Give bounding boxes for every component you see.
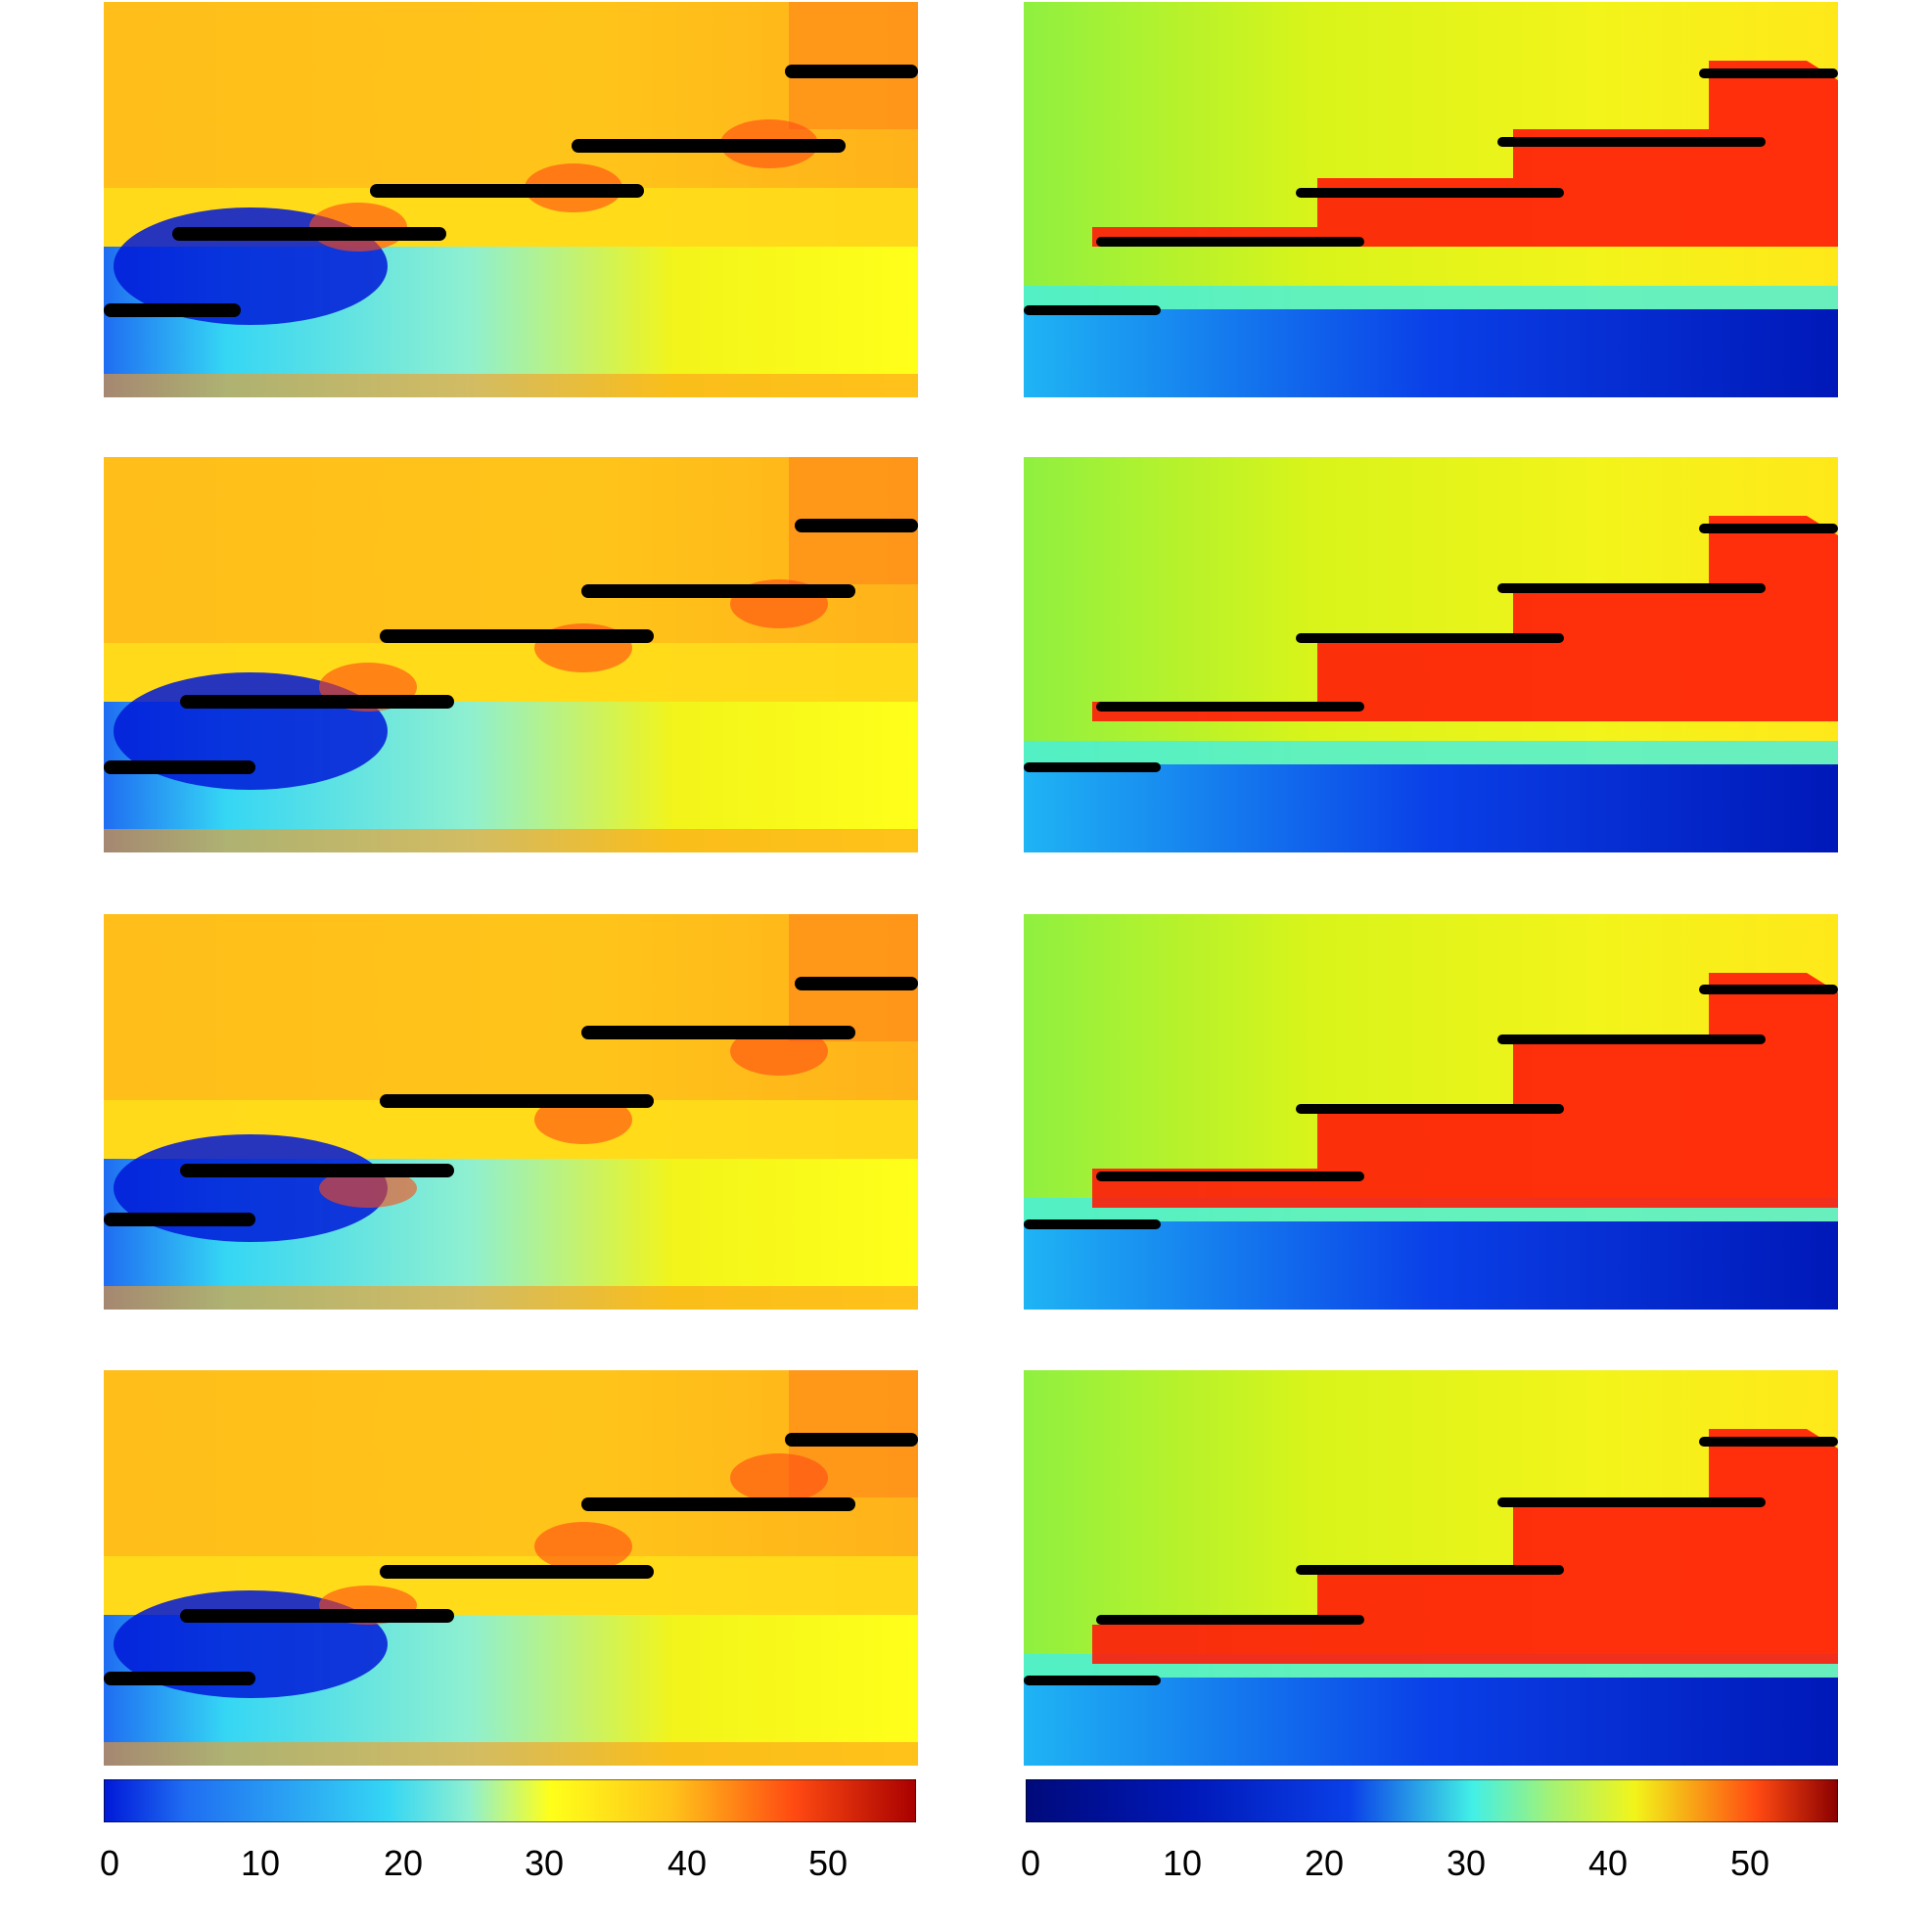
right-colorbar-tick-20: 20: [1304, 1843, 1345, 1883]
left-panel-row-4: [104, 1370, 918, 1766]
left-colorbar-tick-30: 30: [524, 1843, 565, 1883]
left-field-image-2: [104, 457, 918, 852]
right-panel-row-2: [1024, 457, 1838, 852]
left-field-image-3: [104, 914, 918, 1310]
left-panel-row-1: [104, 2, 918, 397]
right-colorbar-tick-40: 40: [1587, 1843, 1629, 1883]
right-colorbar-tick-10: 10: [1162, 1843, 1203, 1883]
right-colorbar-tick-50: 50: [1729, 1843, 1770, 1883]
left-field-image-4: [104, 1370, 918, 1766]
right-panel-row-1: [1024, 2, 1838, 397]
left-colorbar-tick-50: 50: [807, 1843, 849, 1883]
left-colorbar-tick-0: 0: [99, 1843, 120, 1883]
right-field-image-2: [1024, 457, 1838, 852]
right-field-image-3: [1024, 914, 1838, 1310]
right-colorbar-tick-30: 30: [1446, 1843, 1487, 1883]
left-colorbar-tick-10: 10: [240, 1843, 281, 1883]
right-panel-row-4: [1024, 1370, 1838, 1766]
left-colorbar-tick-20: 20: [383, 1843, 424, 1883]
right-colorbar-tick-0: 0: [1020, 1843, 1041, 1883]
right-panel-row-3: [1024, 914, 1838, 1310]
right-colorbar: [1025, 1778, 1839, 1823]
left-colorbar: [103, 1778, 917, 1823]
right-colorbar-gradient: [1025, 1778, 1839, 1823]
left-panel-row-2: [104, 457, 918, 852]
left-colorbar-gradient: [103, 1778, 917, 1823]
right-field-image-4: [1024, 1370, 1838, 1766]
left-field-image-1: [104, 2, 918, 397]
left-panel-row-3: [104, 914, 918, 1310]
left-colorbar-tick-40: 40: [666, 1843, 708, 1883]
right-field-image-1: [1024, 2, 1838, 397]
